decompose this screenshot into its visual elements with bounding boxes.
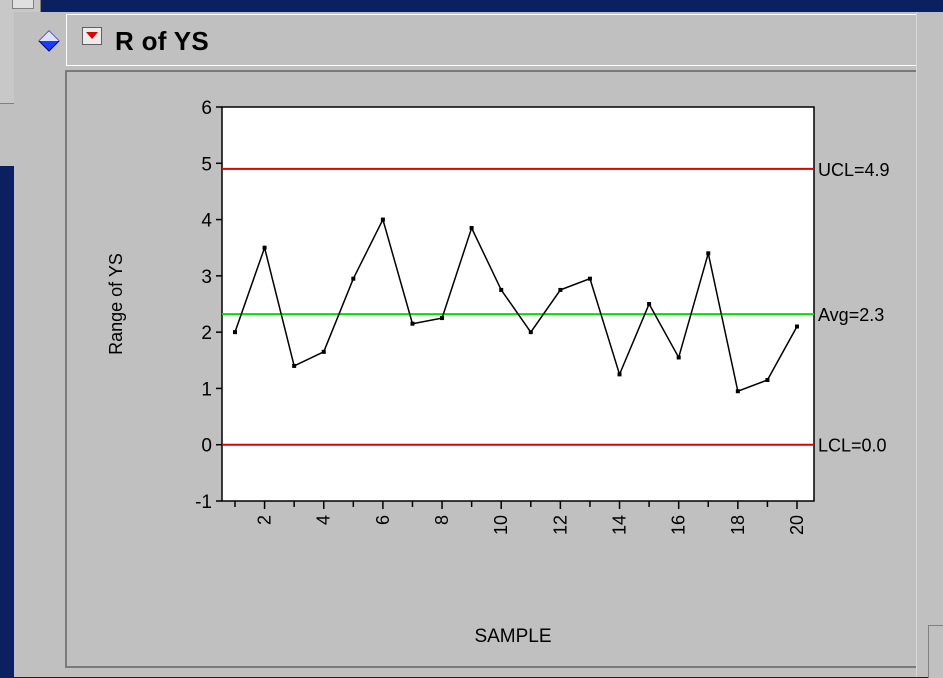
data-point <box>765 377 770 382</box>
data-point <box>587 276 592 281</box>
x-tick-label: 2 <box>255 515 275 525</box>
report-outline-header <box>66 14 916 66</box>
data-point <box>351 276 356 281</box>
plot-area <box>221 106 815 502</box>
blue-diamond-disclosure-icon[interactable] <box>38 30 60 52</box>
red-triangle-menu-icon[interactable] <box>82 27 102 45</box>
data-point <box>499 287 504 292</box>
x-tick-label: 12 <box>550 515 570 535</box>
right-edge-panel <box>916 12 943 677</box>
data-point <box>469 226 474 231</box>
data-point <box>262 245 267 250</box>
left-panel-strip <box>0 104 16 166</box>
x-tick-label: 14 <box>610 515 630 535</box>
x-tick-label: 4 <box>314 515 334 525</box>
x-tick-label: 16 <box>669 515 689 535</box>
data-point <box>676 355 681 360</box>
data-point <box>410 321 415 326</box>
scrollbar-corner[interactable] <box>928 625 943 678</box>
report-title: R of YS <box>115 26 210 56</box>
data-point <box>440 316 445 321</box>
y-tick-label: 5 <box>201 154 212 175</box>
y-tick-label: -1 <box>195 492 212 513</box>
ref-line-label: Avg=2.3 <box>818 305 884 325</box>
data-point <box>380 217 385 222</box>
series-line <box>234 217 798 393</box>
data-point <box>558 287 563 292</box>
y-tick-label: 6 <box>201 98 212 119</box>
y-tick-label: 2 <box>201 323 212 344</box>
data-point <box>706 251 711 256</box>
data-point <box>528 330 533 335</box>
y-tick-label: 3 <box>201 267 212 288</box>
x-tick-label: 8 <box>432 515 452 525</box>
data-point <box>292 363 297 368</box>
x-tick-label: 20 <box>787 515 807 535</box>
x-tick-label: 18 <box>728 515 748 535</box>
x-tick-label: 10 <box>491 515 511 535</box>
data-point <box>735 389 740 394</box>
ref-line-label: UCL=4.9 <box>818 160 890 180</box>
data-point <box>795 324 799 329</box>
data-point <box>233 330 237 335</box>
x-tick-label: 6 <box>373 515 393 525</box>
data-point <box>321 349 326 354</box>
y-tick-label: 1 <box>201 379 212 400</box>
y-tick-label: 4 <box>201 211 212 232</box>
ref-line-label: LCL=0.0 <box>818 436 887 456</box>
y-tick-label: 0 <box>201 436 212 457</box>
left-panel-tab[interactable] <box>12 0 34 9</box>
data-point <box>647 302 652 306</box>
y-axis-label: Range of YS <box>106 253 126 355</box>
plot-frame <box>65 70 917 668</box>
data-point <box>617 372 622 377</box>
x-axis-label: SAMPLE <box>474 626 551 647</box>
